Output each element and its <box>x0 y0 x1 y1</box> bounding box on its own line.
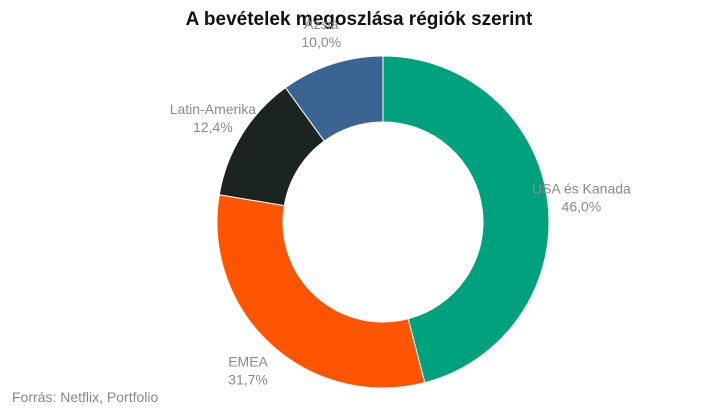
slice-0 <box>382 55 550 384</box>
chart-title: A bevételek megoszlása régiók szerint <box>185 9 533 30</box>
slice-value-3: 10,0% <box>301 34 341 50</box>
slice-1 <box>216 194 426 389</box>
labels-layer: USA és Kanada 46,0% EMEA 31,7% Latin-Amerika… <box>170 16 631 388</box>
slice-value-0: 46,0% <box>562 199 602 215</box>
slice-3 <box>284 55 384 142</box>
slice-value-1: 31,7% <box>228 372 268 388</box>
slices-layer <box>216 55 550 389</box>
slice-name-0: USA és Kanada <box>532 181 631 197</box>
slice-label-1: EMEA 31,7% <box>228 354 268 388</box>
slice-label-3: Ázsia 10,0% <box>301 16 341 50</box>
slice-name-3: Ázsia <box>304 16 338 32</box>
slice-label-0: USA és Kanada 46,0% <box>532 181 631 215</box>
source-note: Forrás: Netflix, Portfolio <box>12 389 159 405</box>
slice-name-2: Latin-Amerika <box>170 101 257 117</box>
slice-value-2: 12,4% <box>193 119 233 135</box>
slice-label-2: Latin-Amerika 12,4% <box>170 101 257 135</box>
slice-name-1: EMEA <box>228 354 268 370</box>
